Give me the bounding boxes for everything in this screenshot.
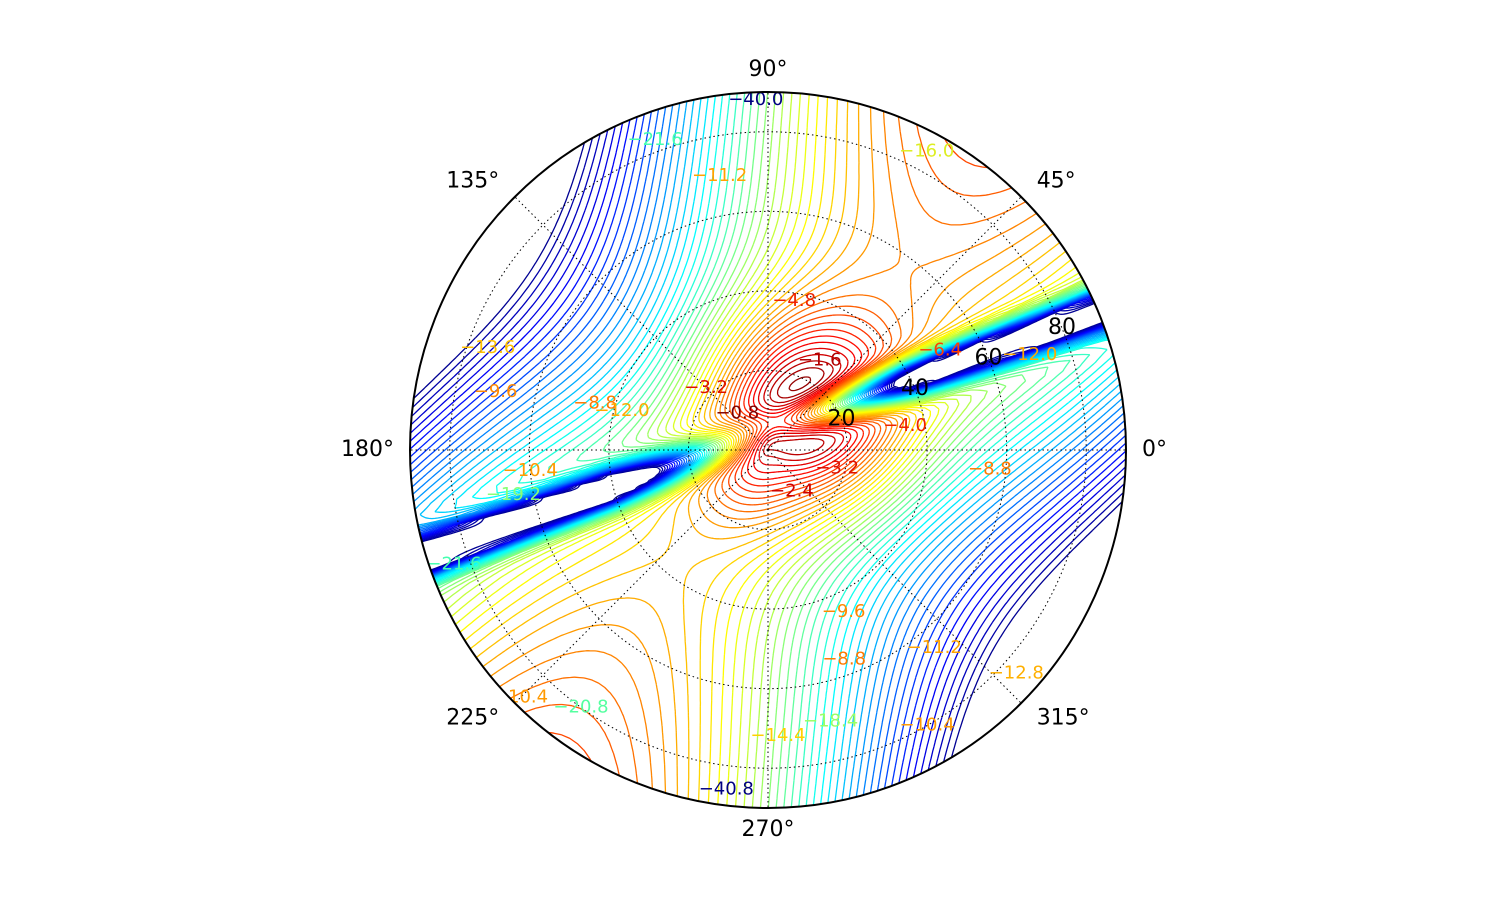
theta-tick-label-45: 45° <box>1037 168 1076 193</box>
theta-tick-label-0: 0° <box>1142 437 1167 462</box>
contour-label: −8.8 <box>822 648 866 669</box>
contour-label: −16.0 <box>899 141 954 162</box>
contour-label: −12.0 <box>1002 344 1057 365</box>
contour-label: −19.2 <box>486 484 541 505</box>
contour-label: −11.2 <box>907 637 962 658</box>
r-tick-label-80: 80 <box>1048 315 1076 340</box>
contour-label: −13.6 <box>460 337 515 358</box>
contour-label: −14.4 <box>750 725 805 746</box>
contour-label: −4.0 <box>883 415 927 436</box>
contour-label: −20.8 <box>553 696 608 717</box>
r-tick-label-60: 60 <box>975 346 1003 371</box>
contour-label: −12.0 <box>594 400 649 421</box>
contour-label: −12.8 <box>989 663 1044 684</box>
r-tick-label-40: 40 <box>901 376 929 401</box>
contour-label: −9.6 <box>474 381 518 402</box>
theta-tick-label-315: 315° <box>1037 706 1090 731</box>
contour-label: −11.2 <box>692 165 747 186</box>
contour-label: −8.8 <box>968 458 1012 479</box>
theta-tick-label-270: 270° <box>742 817 795 842</box>
contour-label: −40.8 <box>699 779 754 800</box>
theta-tick-label-90: 90° <box>749 57 788 82</box>
contour-label: −10.4 <box>503 460 558 481</box>
contour-label: −18.4 <box>803 710 858 731</box>
contour-label: −2.4 <box>770 480 814 501</box>
theta-tick-label-135: 135° <box>446 168 499 193</box>
theta-tick-label-180: 180° <box>341 437 394 462</box>
contour-label: −21.6 <box>628 129 683 150</box>
contour-label: −9.6 <box>822 601 866 622</box>
contour-label: −21.6 <box>426 553 481 574</box>
contour-label: −3.2 <box>684 377 728 398</box>
r-tick-label-20: 20 <box>828 407 856 432</box>
theta-tick-label-225: 225° <box>446 706 499 731</box>
contour-label: −1.6 <box>798 349 842 370</box>
contour-label: −10.4 <box>900 715 955 736</box>
contour-label: −0.8 <box>715 402 759 423</box>
contour-label: −4.8 <box>772 290 816 311</box>
contour-level-50 <box>789 377 811 391</box>
contour-label: −3.2 <box>815 458 859 479</box>
contour-label: −6.4 <box>918 340 962 361</box>
